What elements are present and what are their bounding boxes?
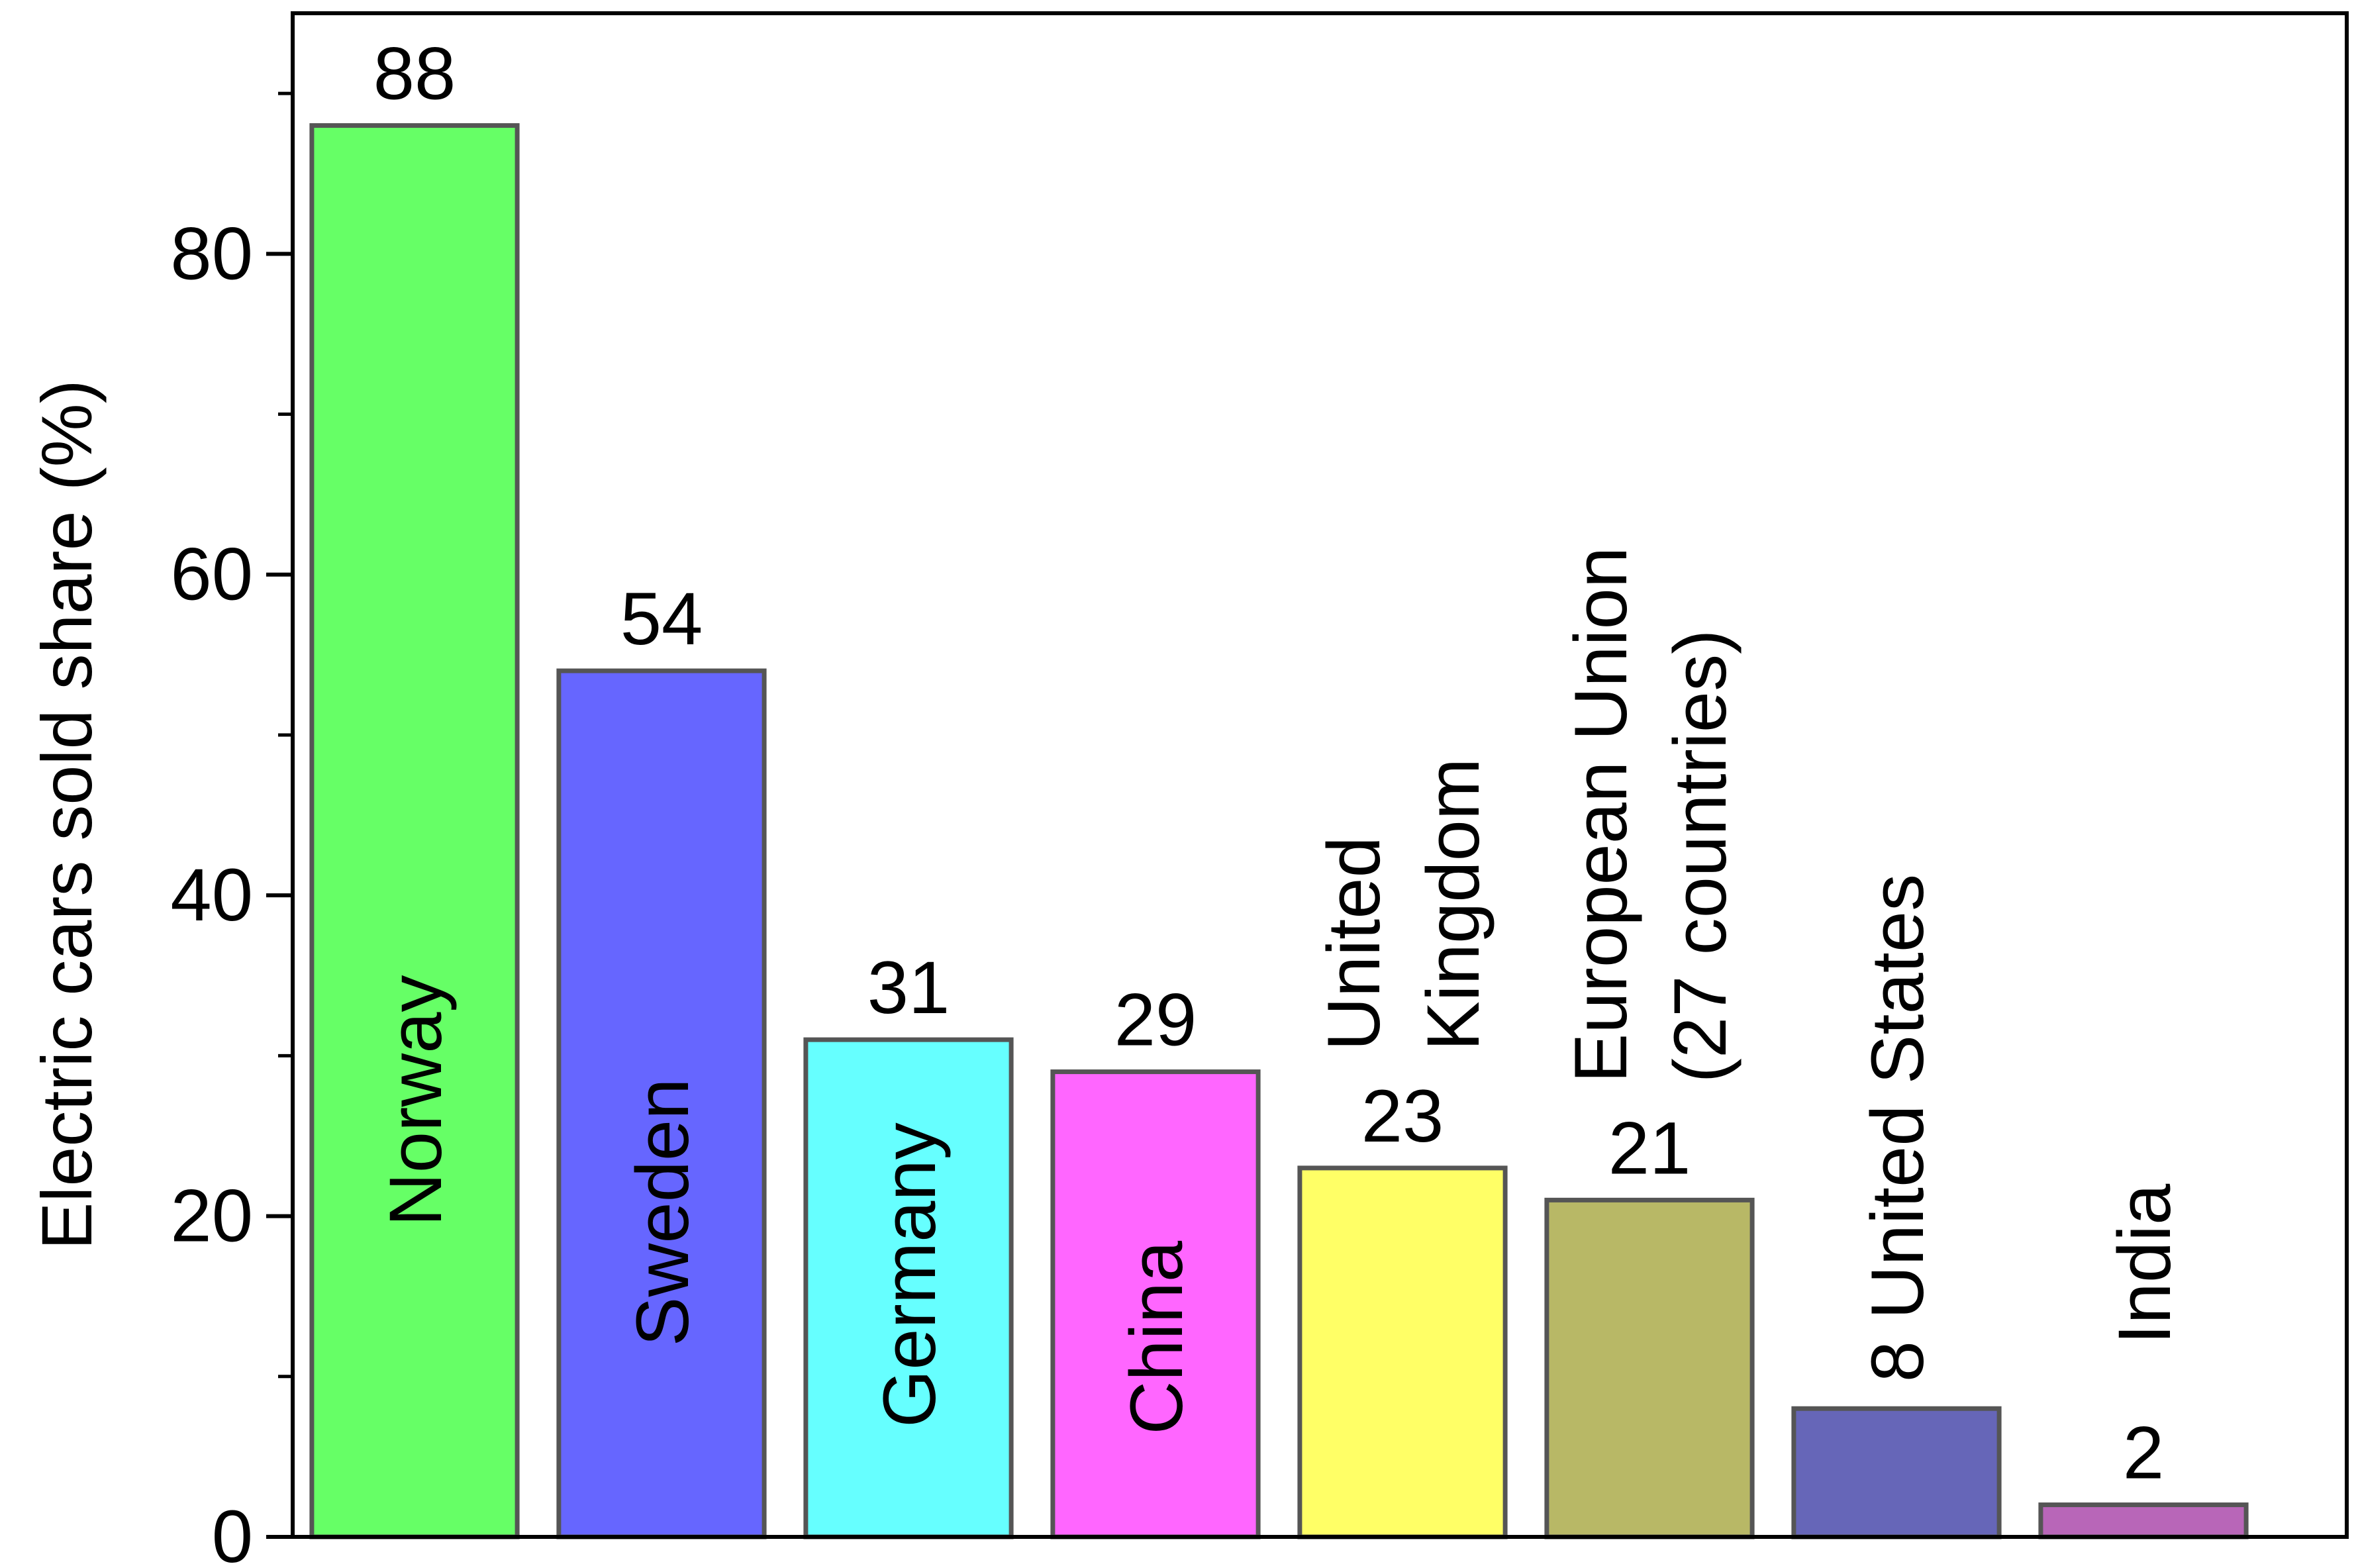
category-label: India <box>2103 1183 2186 1345</box>
category-label-text: Germany <box>868 1122 951 1428</box>
category-label: Sweden <box>621 1079 704 1347</box>
value-label: 21 <box>1608 1106 1691 1189</box>
category-label-text: Kingdom <box>1412 758 1495 1051</box>
bar <box>803 1037 1014 1540</box>
category-label: United <box>1312 836 1395 1051</box>
axes-layer: 0 20 40 60 80 <box>170 11 2349 1568</box>
y-tick-label: 40 <box>170 854 253 936</box>
bar <box>1050 1069 1261 1540</box>
value-label: 2 <box>2123 1412 2164 1494</box>
category-label-text: United <box>1312 836 1395 1051</box>
y-tick-label: 60 <box>170 533 253 616</box>
bar <box>1791 1406 2002 1540</box>
category-label-text: (27 countries) <box>1659 630 1742 1083</box>
value-label: 88 <box>373 32 456 115</box>
category-label: Kingdom <box>1412 758 1495 1051</box>
labels-layer: 88 Norway 54 Sweden 31 Germany 29 China 23 United… <box>373 32 2186 1494</box>
plot-frame <box>291 11 2349 1539</box>
y-tick-label: 0 <box>212 1495 253 1568</box>
category-label: United States <box>1856 874 1939 1319</box>
y-axis-title: Electric cars sold share (%) <box>26 379 107 1250</box>
value-label: 29 <box>1114 979 1197 1061</box>
category-label: China <box>1115 1240 1198 1434</box>
bar <box>309 123 520 1540</box>
bar <box>556 668 767 1540</box>
category-label-text: United States <box>1856 874 1939 1319</box>
value-label-rotated: 8 <box>1856 1341 1939 1382</box>
bar <box>1544 1197 1755 1540</box>
category-label-text: European Union <box>1559 547 1642 1083</box>
bar <box>2038 1502 2249 1540</box>
category-label-text: China <box>1115 1240 1198 1434</box>
bars-layer <box>309 123 2249 1540</box>
category-label: Norway <box>374 975 457 1226</box>
value-label: 8 <box>1856 1341 1939 1382</box>
value-label: 54 <box>620 577 703 660</box>
category-label-text: Norway <box>374 975 457 1226</box>
value-label: 23 <box>1361 1075 1444 1157</box>
y-tick-label: 80 <box>170 212 253 295</box>
value-label: 31 <box>867 946 950 1029</box>
category-label: Germany <box>868 1122 951 1428</box>
bar <box>1297 1165 1508 1540</box>
category-label-text: India <box>2103 1183 2186 1345</box>
category-label: European Union <box>1559 547 1642 1083</box>
category-label-text: Sweden <box>621 1079 704 1347</box>
category-label: (27 countries) <box>1659 630 1742 1083</box>
y-tick-label: 20 <box>170 1175 253 1257</box>
